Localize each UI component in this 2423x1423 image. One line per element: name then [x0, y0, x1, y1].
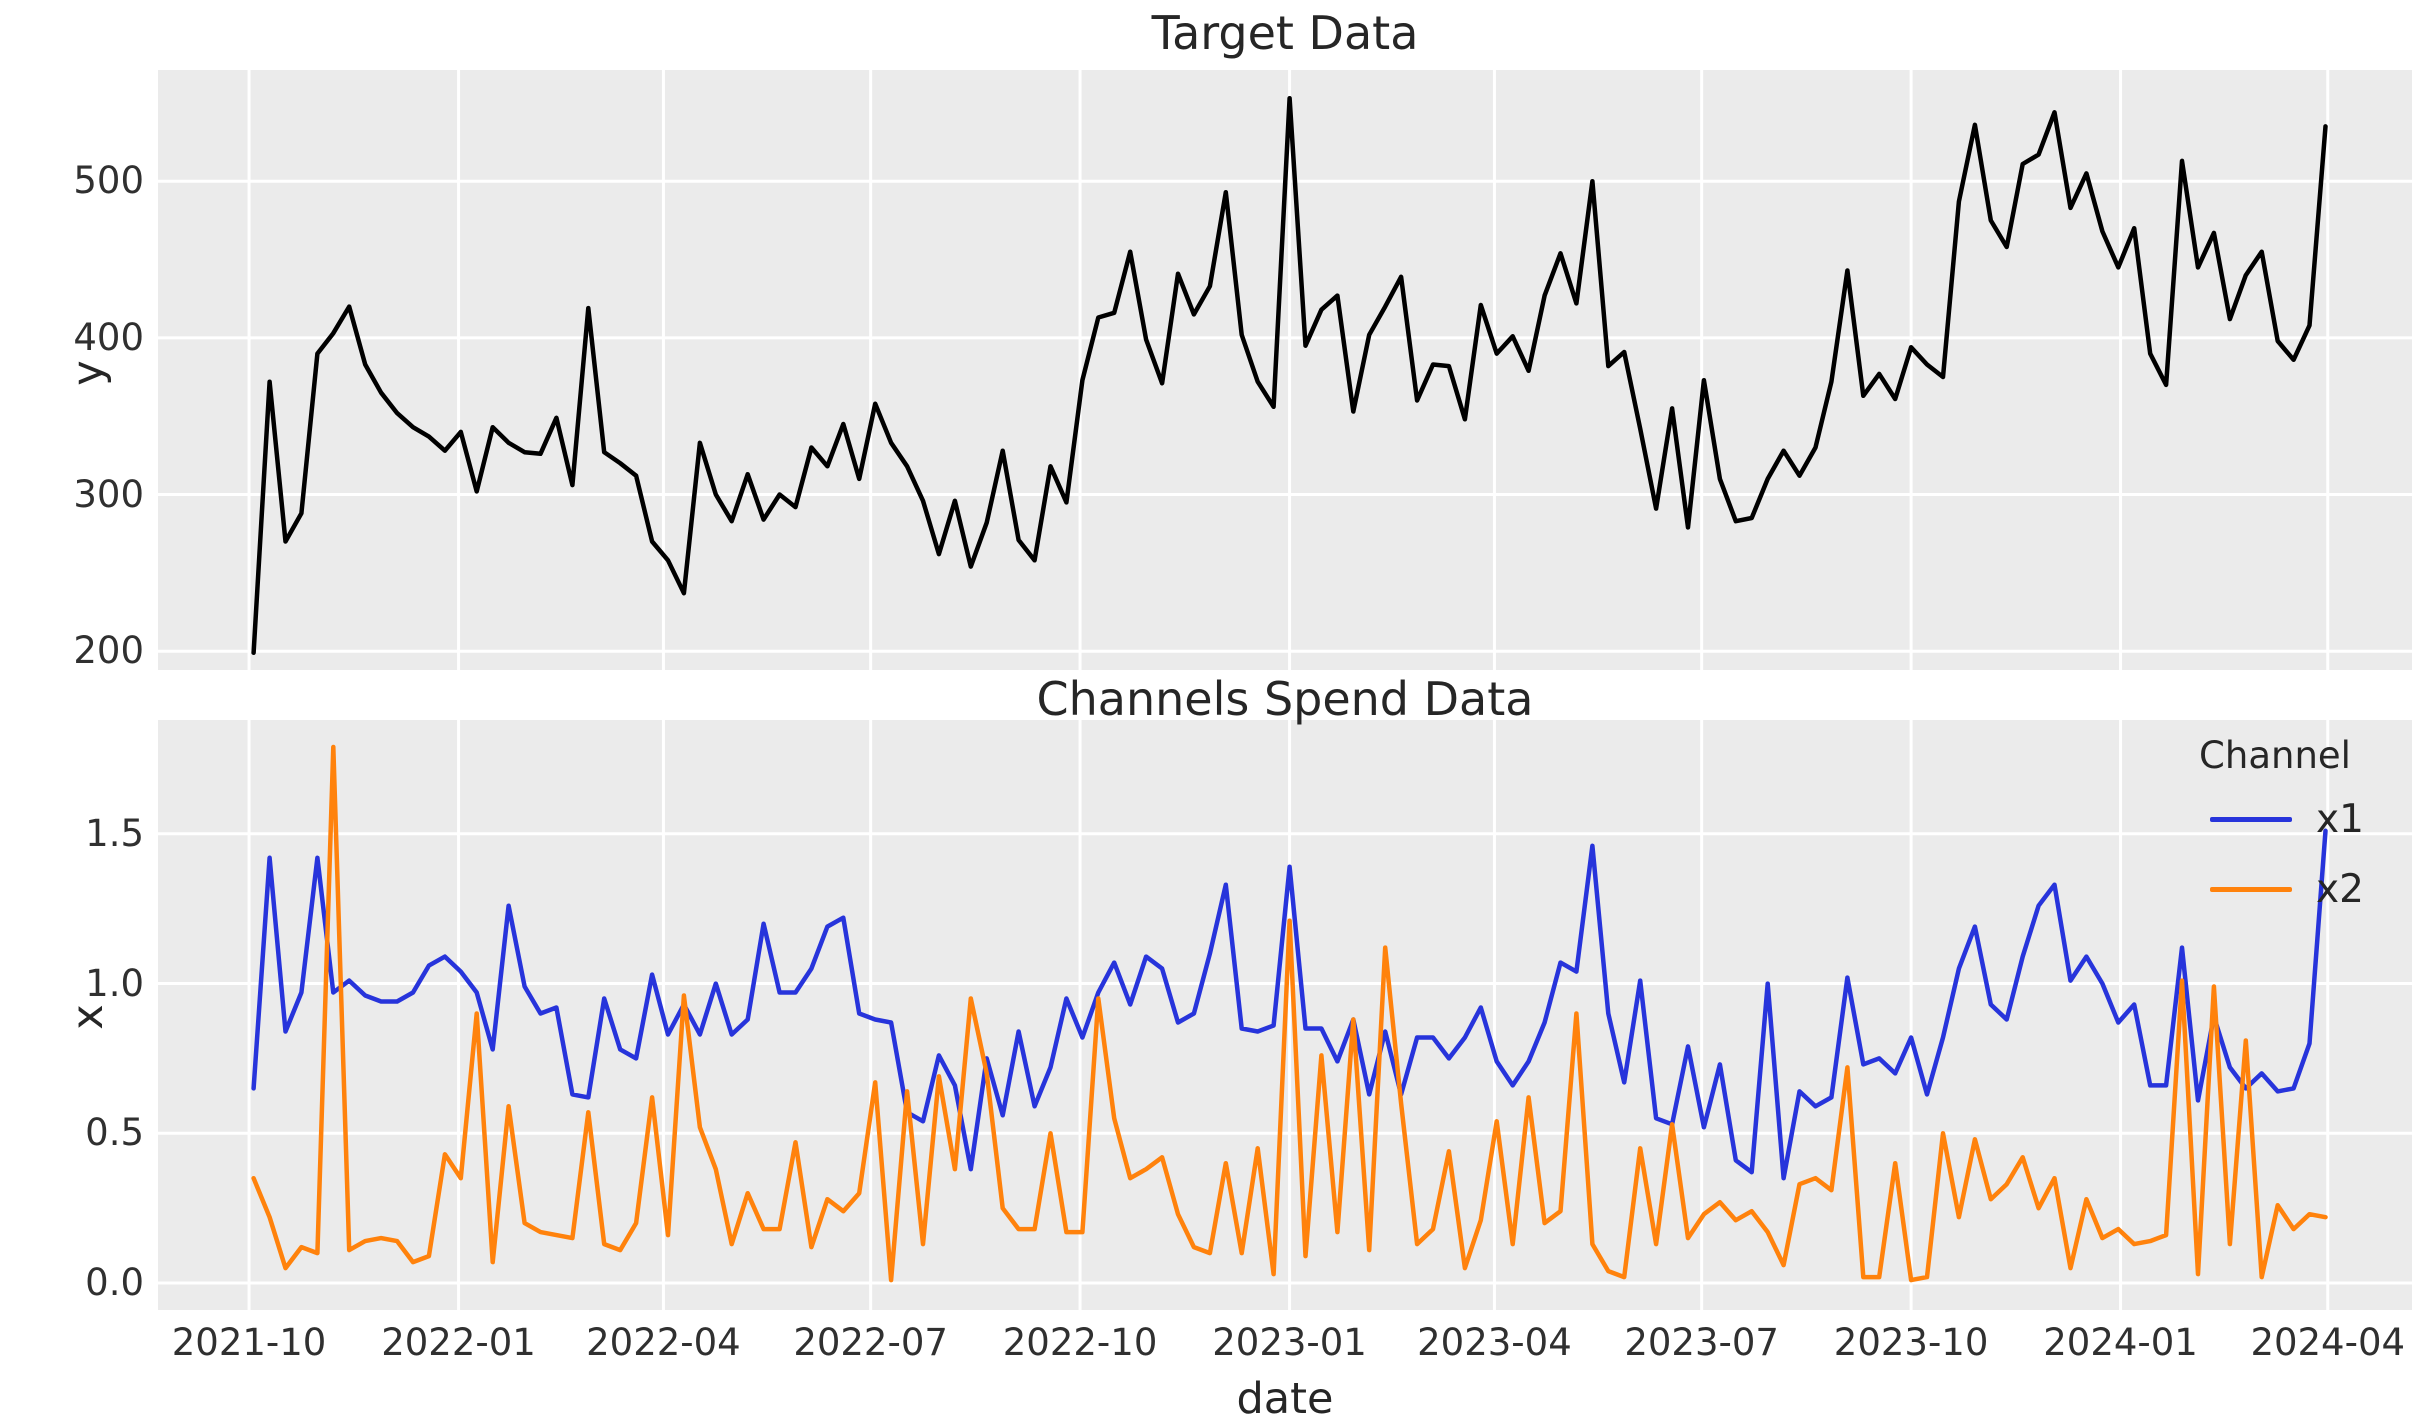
series-line-x2	[251, 744, 2328, 1283]
legend-item-x1: x1	[2140, 791, 2410, 847]
x-tick-label: 2022-07	[793, 1321, 948, 1364]
x1-line-sample	[2210, 816, 2292, 822]
x-tick-label: 2022-01	[381, 1321, 536, 1364]
target-chart-canvas	[158, 70, 2412, 670]
y-tick-label: 1.0	[85, 961, 144, 1005]
x-tick-label: 2023-10	[1833, 1321, 1989, 1364]
channels-chart-canvas	[158, 720, 2412, 1310]
target-y-axis-label: y	[63, 360, 113, 386]
x2-line-sample	[2210, 886, 2292, 892]
x-tick-label: 2023-07	[1624, 1321, 1779, 1364]
x-tick-label: 2023-04	[1417, 1321, 1572, 1364]
x-tick-label: 2023-01	[1212, 1321, 1367, 1364]
y-tick-label: 500	[73, 159, 144, 203]
y-tick-label: 0.0	[85, 1261, 144, 1305]
legend-title: Channel	[2199, 734, 2351, 777]
legend-label-x1: x1	[2316, 796, 2364, 842]
channels-y-axis-label: x	[63, 1004, 113, 1030]
y-tick-label: 200	[73, 629, 144, 673]
legend: Channel x1 x2	[2140, 734, 2410, 917]
x-axis-label: date	[1236, 1374, 1334, 1423]
x-tick-label: 2024-01	[2043, 1321, 2198, 1364]
x-tick-label: 2021-10	[171, 1321, 327, 1364]
series-line-x1	[251, 828, 2328, 1181]
x-tick-label: 2022-04	[586, 1321, 741, 1364]
y-tick-label: 400	[73, 315, 144, 359]
legend-item-x2: x2	[2140, 861, 2410, 917]
y-tick-label: 1.5	[85, 811, 144, 855]
y-tick-label: 300	[73, 472, 144, 516]
x-tick-label: 2022-10	[1002, 1321, 1158, 1364]
series-line-y	[251, 95, 2328, 656]
x-tick-label: 2024-04	[2250, 1321, 2406, 1364]
y-tick-label: 0.5	[85, 1111, 144, 1155]
legend-label-x2: x2	[2316, 866, 2364, 912]
target-chart-title: Target Data	[1151, 6, 1419, 60]
channels-chart-title: Channels Spend Data	[1036, 672, 1534, 726]
